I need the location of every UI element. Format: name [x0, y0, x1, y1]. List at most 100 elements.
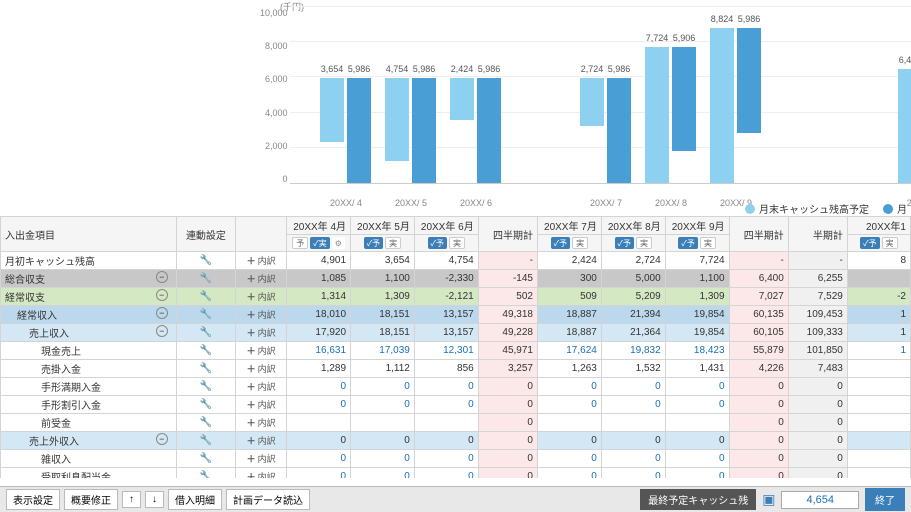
cell-value[interactable]: 1,309	[665, 288, 729, 306]
cell-value[interactable]: 12,301	[414, 342, 478, 360]
collapse-icon[interactable]: −	[156, 307, 168, 319]
cell-value[interactable]: 0	[414, 396, 478, 414]
end-button[interactable]: 終了	[865, 488, 905, 511]
cell-value[interactable]: 0	[414, 468, 478, 479]
row-detail[interactable]: ＋ 内訳	[236, 306, 287, 324]
cell-value[interactable]: 13,157	[414, 324, 478, 342]
row-link[interactable]: 🔧	[176, 378, 235, 396]
row-detail[interactable]: ＋ 内訳	[236, 378, 287, 396]
row-link[interactable]: 🔧	[176, 414, 235, 432]
cell-value[interactable]: 0	[601, 396, 665, 414]
cell-value[interactable]: 0	[351, 450, 415, 468]
cell-value[interactable]: 8	[847, 252, 910, 270]
cell-value[interactable]: 0	[287, 450, 351, 468]
header-tag[interactable]: ✓予実	[351, 235, 415, 252]
row-link[interactable]: 🔧	[176, 252, 235, 270]
cell-value[interactable]: 1,100	[351, 270, 415, 288]
wrench-icon[interactable]: 🔧	[200, 309, 212, 320]
row-detail[interactable]: ＋ 内訳	[236, 342, 287, 360]
cell-value[interactable]: 0	[665, 468, 729, 479]
cell-value[interactable]: 856	[414, 360, 478, 378]
footer-button[interactable]: ↓	[145, 491, 164, 508]
row-link[interactable]: 🔧	[176, 342, 235, 360]
cell-value[interactable]: 1,085	[287, 270, 351, 288]
cell-value[interactable]: 0	[665, 396, 729, 414]
row-detail[interactable]: ＋ 内訳	[236, 468, 287, 479]
cell-value[interactable]: 0	[601, 450, 665, 468]
cell-value[interactable]	[847, 468, 910, 479]
cell-value[interactable]	[847, 378, 910, 396]
row-link[interactable]: 🔧	[176, 432, 235, 450]
row-detail[interactable]: ＋ 内訳	[236, 450, 287, 468]
wrench-icon[interactable]: 🔧	[200, 273, 212, 284]
cell-value[interactable]: 1,431	[665, 360, 729, 378]
footer-button[interactable]: 計画データ読込	[226, 489, 310, 510]
cell-value[interactable]	[847, 360, 910, 378]
cell-value[interactable]: 17,039	[351, 342, 415, 360]
cell-value[interactable]	[847, 450, 910, 468]
row-detail[interactable]: ＋ 内訳	[236, 432, 287, 450]
cell-value[interactable]	[287, 414, 351, 432]
header-tag[interactable]: ✓予実	[414, 235, 478, 252]
row-detail[interactable]: ＋ 内訳	[236, 270, 287, 288]
cell-value[interactable]: 1,100	[665, 270, 729, 288]
header-tag[interactable]: ✓予実	[665, 235, 729, 252]
cell-value[interactable]: 1	[847, 306, 910, 324]
wrench-icon[interactable]: 🔧	[200, 363, 212, 374]
cell-value[interactable]: 0	[601, 468, 665, 479]
wrench-icon[interactable]: 🔧	[200, 453, 212, 464]
cell-value[interactable]: 2,424	[537, 252, 601, 270]
row-link[interactable]: 🔧	[176, 450, 235, 468]
row-detail[interactable]: ＋ 内訳	[236, 252, 287, 270]
cell-value[interactable]: 0	[537, 378, 601, 396]
wrench-icon[interactable]: 🔧	[200, 417, 212, 428]
cell-value[interactable]	[537, 414, 601, 432]
wrench-icon[interactable]: 🔧	[200, 327, 212, 338]
wrench-icon[interactable]: 🔧	[200, 381, 212, 392]
cell-value[interactable]: 0	[287, 468, 351, 479]
header-tag[interactable]: ✓予実	[537, 235, 601, 252]
cell-value[interactable]: 1,289	[287, 360, 351, 378]
cell-value[interactable]	[847, 432, 910, 450]
footer-button[interactable]: 概要修正	[64, 489, 118, 510]
cell-value[interactable]	[847, 414, 910, 432]
cell-value[interactable]: 3,654	[351, 252, 415, 270]
collapse-icon[interactable]: −	[156, 289, 168, 301]
cell-value[interactable]: 0	[287, 378, 351, 396]
cell-value[interactable]: 0	[351, 378, 415, 396]
cell-value[interactable]: 5,209	[601, 288, 665, 306]
header-tag[interactable]: ✓予実	[847, 235, 910, 252]
cell-value[interactable]: 18,423	[665, 342, 729, 360]
cell-value[interactable]: 4,901	[287, 252, 351, 270]
row-detail[interactable]: ＋ 内訳	[236, 360, 287, 378]
cell-value[interactable]: 1	[847, 324, 910, 342]
cell-value[interactable]: 18,151	[351, 306, 415, 324]
row-link[interactable]: 🔧	[176, 270, 235, 288]
cell-value[interactable]: 1,112	[351, 360, 415, 378]
row-detail[interactable]: ＋ 内訳	[236, 396, 287, 414]
cell-value[interactable]: 1,309	[351, 288, 415, 306]
cell-value[interactable]: 18,887	[537, 306, 601, 324]
header-tag[interactable]: 予✓実⚙	[287, 235, 351, 252]
cell-value[interactable]: 0	[414, 432, 478, 450]
row-detail[interactable]: ＋ 内訳	[236, 288, 287, 306]
cell-value[interactable]: 0	[537, 450, 601, 468]
cell-value[interactable]: 0	[287, 396, 351, 414]
cell-value[interactable]	[847, 396, 910, 414]
cell-value[interactable]: 0	[351, 468, 415, 479]
collapse-icon[interactable]: −	[156, 271, 168, 283]
cell-value[interactable]	[414, 414, 478, 432]
cell-value[interactable]: 0	[601, 378, 665, 396]
cell-value[interactable]: 0	[351, 396, 415, 414]
cell-value[interactable]: 18,151	[351, 324, 415, 342]
cell-value[interactable]: 509	[537, 288, 601, 306]
cell-value[interactable]: 5,000	[601, 270, 665, 288]
cell-value[interactable]: 19,832	[601, 342, 665, 360]
row-link[interactable]: 🔧	[176, 396, 235, 414]
cell-value[interactable]: 1	[847, 342, 910, 360]
cell-value[interactable]: 16,631	[287, 342, 351, 360]
cell-value[interactable]: 18,010	[287, 306, 351, 324]
cell-value[interactable]: 0	[287, 432, 351, 450]
cell-value[interactable]: 0	[414, 378, 478, 396]
cell-value[interactable]	[665, 414, 729, 432]
